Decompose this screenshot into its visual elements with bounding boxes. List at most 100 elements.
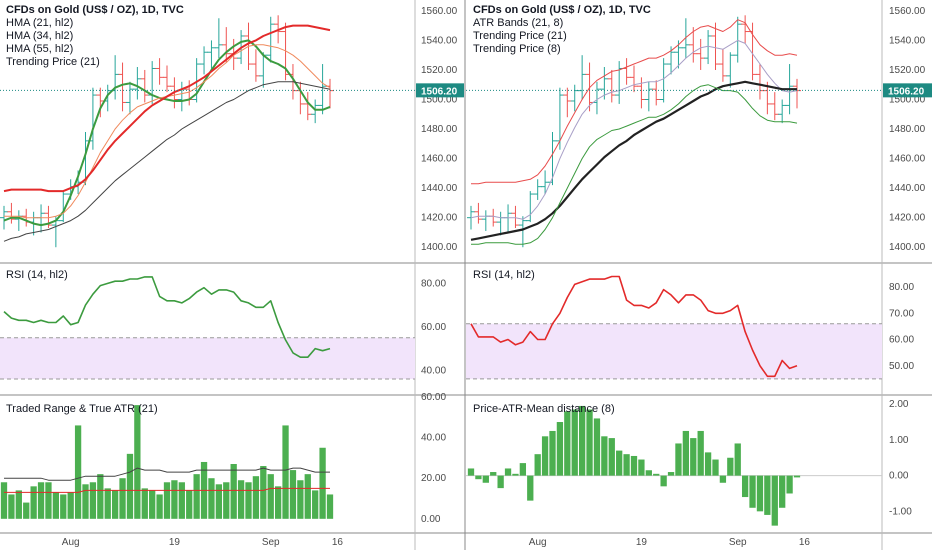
left-hist-bar-26: [193, 474, 200, 519]
right-bottom-y-tick-2: 0.00: [889, 471, 909, 482]
right-hist-bar-43: [786, 475, 793, 494]
right-hist-bar-4: [497, 475, 504, 489]
right-hist-bar-14: [571, 409, 578, 476]
left-hist-bar-43: [319, 447, 326, 519]
left-hist-bar-10: [74, 425, 82, 519]
left-price-legend: CFDs on Gold (US$ / OZ), 1D, TVC HMA (21…: [6, 4, 184, 69]
left-rsi-y-tick-2: 40.00: [421, 365, 446, 376]
right-last-price-tag: [883, 83, 932, 98]
left-hist-bar-38: [282, 425, 289, 519]
right-hist-bar-29: [682, 430, 690, 476]
right-hist-bar-37: [741, 475, 749, 498]
left-legend-hma55: HMA (55, hl2): [6, 43, 74, 55]
right-price-legend: CFDs on Gold (US$ / OZ), 1D, TVC ATR Ban…: [473, 4, 651, 56]
right-series-line-3: [471, 84, 798, 245]
right-hist-bar-17: [593, 418, 601, 476]
left-bottom-line-0: [4, 467, 330, 481]
left-hist-bar-17: [126, 453, 134, 519]
right-last-price-label: 1506.20: [888, 86, 925, 97]
left-hist-bar-36: [267, 474, 274, 519]
right-hist-bar-40: [764, 475, 771, 515]
left-hist-bar-25: [186, 490, 193, 519]
left-hist-bar-4: [30, 486, 37, 519]
left-bottom-y-tick-0: 60.00: [421, 392, 446, 403]
right-rsi-y-tick-1: 70.00: [889, 308, 914, 319]
right-price-y-tick-1: 1540.00: [889, 35, 926, 46]
left-hist-bar-3: [23, 502, 30, 519]
right-series-line-2: [470, 80, 797, 241]
left-hist-bar-9: [67, 492, 74, 519]
right-hist-bar-15: [578, 405, 586, 476]
left-series-line-0: [3, 39, 331, 227]
left-hist-bar-21: [156, 494, 163, 519]
right-x-tick-0: Aug: [529, 537, 547, 548]
right-hist-bar-20: [616, 450, 623, 476]
left-price-title: CFDs on Gold (US$ / OZ), 1D, TVC: [6, 4, 184, 16]
left-hist-bar-24: [178, 482, 185, 519]
right-hist-bar-36: [734, 443, 741, 476]
left-hist-bar-6: [45, 482, 52, 519]
right-legend-atr-bands: ATR Bands (21, 8): [473, 17, 564, 29]
left-legend-trending21: Trending Price (21): [6, 56, 100, 68]
left-rsi-y-tick-1: 60.00: [421, 322, 446, 333]
left-price-y-tick-6: 1440.00: [421, 183, 458, 194]
right-hist-bar-10: [541, 436, 549, 476]
right-rsi-legend: RSI (14, hl2): [473, 269, 535, 281]
left-hist-bar-44: [326, 494, 334, 519]
right-price-y-tick-6: 1440.00: [889, 183, 926, 194]
left-hist-bar-14: [104, 488, 111, 519]
right-bottom-y-tick-3: -1.00: [889, 506, 912, 517]
right-hist-bar-8: [527, 475, 534, 501]
right-hist-bar-1: [475, 475, 482, 480]
right-hist-bar-34: [719, 475, 727, 483]
right-hist-bar-35: [727, 457, 734, 476]
right-hist-bar-42: [779, 475, 786, 508]
left-price-y-tick-0: 1560.00: [421, 6, 458, 17]
left-price-y-tick-7: 1420.00: [421, 213, 458, 224]
right-series-line-1: [470, 39, 798, 220]
left-bottom-legend: Traded Range & True ATR (21): [6, 403, 158, 415]
left-price-y-tick-4: 1480.00: [421, 124, 458, 135]
right-hist-bar-9: [534, 454, 541, 476]
right-hist-bar-32: [704, 452, 712, 476]
right-hist-bar-28: [675, 443, 682, 476]
left-hist-bar-34: [252, 476, 260, 519]
right-price-y-tick-5: 1460.00: [889, 154, 926, 165]
right-hist-bar-11: [549, 430, 556, 476]
left-x-tick-3: 16: [332, 537, 344, 548]
right-price-y-tick-3: 1500.00: [889, 95, 926, 106]
left-hist-bar-22: [163, 482, 171, 519]
right-hist-bar-30: [690, 438, 697, 476]
left-hist-bar-32: [237, 480, 245, 519]
left-hist-bar-13: [97, 474, 104, 519]
left-hist-bar-31: [230, 464, 237, 519]
right-hist-bar-31: [697, 430, 704, 476]
left-hist-bar-39: [289, 470, 297, 519]
right-hist-bar-44: [793, 475, 801, 478]
right-price-y-tick-8: 1400.00: [889, 242, 926, 253]
right-price-y-tick-7: 1420.00: [889, 213, 926, 224]
right-price-y-tick-4: 1480.00: [889, 124, 926, 135]
left-hist-bar-23: [171, 480, 178, 519]
left-price-y-tick-1: 1540.00: [421, 35, 458, 46]
left-hist-bar-19: [141, 488, 148, 519]
left-hist-bar-2: [15, 490, 22, 519]
right-hist-bar-27: [667, 472, 675, 476]
right-x-tick-1: 19: [636, 537, 648, 548]
right-rsi-y-tick-3: 50.00: [889, 361, 914, 372]
right-hist-bar-16: [586, 409, 593, 476]
left-hist-bar-5: [37, 482, 45, 519]
left-price-y-tick-3: 1500.00: [421, 95, 458, 106]
left-hist-bar-40: [297, 480, 304, 519]
left-hist-bar-42: [312, 490, 319, 519]
left-price-y-tick-2: 1520.00: [421, 65, 458, 76]
right-bottom-legend: Price-ATR-Mean distance (8): [473, 403, 615, 415]
right-price-y-tick-0: 1560.00: [889, 6, 926, 17]
left-hist-bar-15: [111, 490, 119, 519]
left-hist-bar-8: [60, 494, 67, 519]
left-hist-bar-16: [119, 478, 126, 519]
left-bottom-y-tick-1: 40.00: [421, 433, 446, 444]
right-legend-trending8: Trending Price (8): [473, 43, 561, 55]
